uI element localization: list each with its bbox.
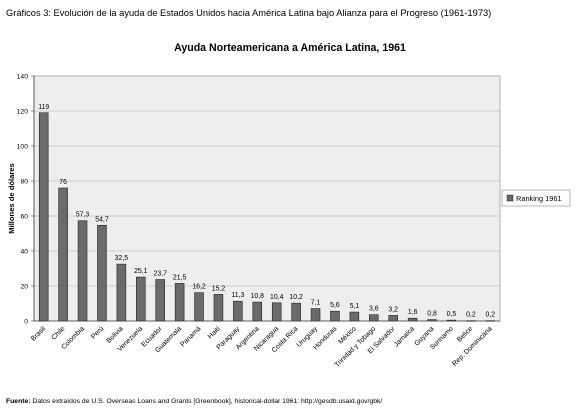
category-label: Jamaica: [393, 325, 416, 348]
data-label: 10,2: [289, 294, 303, 301]
axes: [31, 75, 500, 322]
legend-box: [501, 189, 571, 207]
bar-el-salvador: [388, 315, 398, 322]
category-label: Belice: [456, 325, 474, 343]
bar-venezuela: [136, 276, 146, 322]
bar-ecuador: [155, 279, 165, 322]
figure-title: Gráficos 3: Evolución de la ayuda de Est…: [6, 8, 492, 18]
bar-uruguay: [310, 308, 321, 322]
bar-honduras: [330, 310, 340, 322]
data-label: 0,5: [447, 311, 457, 318]
y-tick-label: 120: [17, 108, 29, 115]
data-label: 32,5: [115, 255, 129, 262]
data-label: 54,7: [95, 216, 109, 223]
bar-brasil: [38, 112, 49, 322]
y-tick-label: 100: [17, 143, 29, 150]
y-tick-label: 140: [17, 73, 29, 80]
bar-paraguay: [233, 300, 243, 322]
data-label: 10,8: [251, 293, 265, 300]
data-label: 1,6: [408, 309, 418, 316]
data-label: 3,2: [388, 306, 398, 313]
bar-costa-rica: [291, 302, 301, 322]
bar-nicaragua: [271, 302, 282, 322]
bar-m-xico: [349, 311, 360, 322]
data-label: 0,2: [466, 312, 476, 319]
data-label: 7,1: [311, 300, 321, 307]
bar-hait-: [213, 294, 224, 322]
data-label: 23,7: [153, 271, 167, 278]
legend-swatch: [506, 194, 514, 202]
bar-argentina: [252, 301, 263, 322]
bars: [38, 112, 496, 322]
bar-jamaica: [407, 317, 418, 322]
category-label: Panamá: [179, 325, 202, 348]
y-tick-label: 20: [20, 283, 28, 290]
source-note: Fuente: Datos extraídos de U.S. Overseas…: [6, 398, 576, 405]
legend: Ranking 1961: [501, 189, 571, 207]
source-text: Datos extraídos de U.S. Overseas Loans a…: [30, 398, 383, 405]
category-label: Brasil: [30, 325, 47, 342]
bar-panam-: [194, 292, 204, 322]
data-label: 11,3: [231, 292, 244, 299]
bar-chile: [58, 187, 68, 322]
chart-title: Ayuda Norteamericana a América Latina, 1…: [174, 42, 406, 54]
data-label: 15,2: [212, 285, 226, 292]
data-label: 3,6: [369, 306, 379, 313]
data-label: 5,6: [330, 302, 340, 309]
bar-trinidad-y-tobago: [369, 314, 379, 322]
bar-colombia: [77, 220, 88, 322]
data-label: 119: [38, 104, 49, 111]
y-tick-label: 0: [24, 318, 28, 325]
bar-bolivia: [116, 263, 127, 322]
data-label: 0,2: [485, 312, 495, 319]
category-label: Perú: [90, 325, 105, 340]
data-label: 0,8: [427, 311, 437, 318]
gridlines: [34, 75, 500, 287]
data-label: 25,1: [134, 268, 148, 275]
data-label: 10,4: [270, 294, 284, 301]
data-label: 76: [59, 179, 67, 186]
legend-label: Ranking 1961: [516, 194, 562, 203]
y-tick-label: 60: [20, 213, 28, 220]
category-label: Haití: [207, 325, 222, 340]
y-tick-label: 40: [20, 248, 28, 255]
bar-guatemala: [174, 283, 185, 322]
category-label: Chile: [50, 325, 66, 341]
data-label: 21,5: [173, 274, 187, 281]
data-label: 16,2: [192, 284, 206, 291]
source-label: Fuente:: [6, 398, 31, 405]
bar-per-: [97, 224, 107, 322]
data-label: 57,3: [76, 212, 90, 219]
data-label: 5,1: [350, 303, 360, 310]
y-tick-label: 80: [20, 178, 28, 185]
y-axis-label: Millones de dólares: [7, 163, 16, 233]
